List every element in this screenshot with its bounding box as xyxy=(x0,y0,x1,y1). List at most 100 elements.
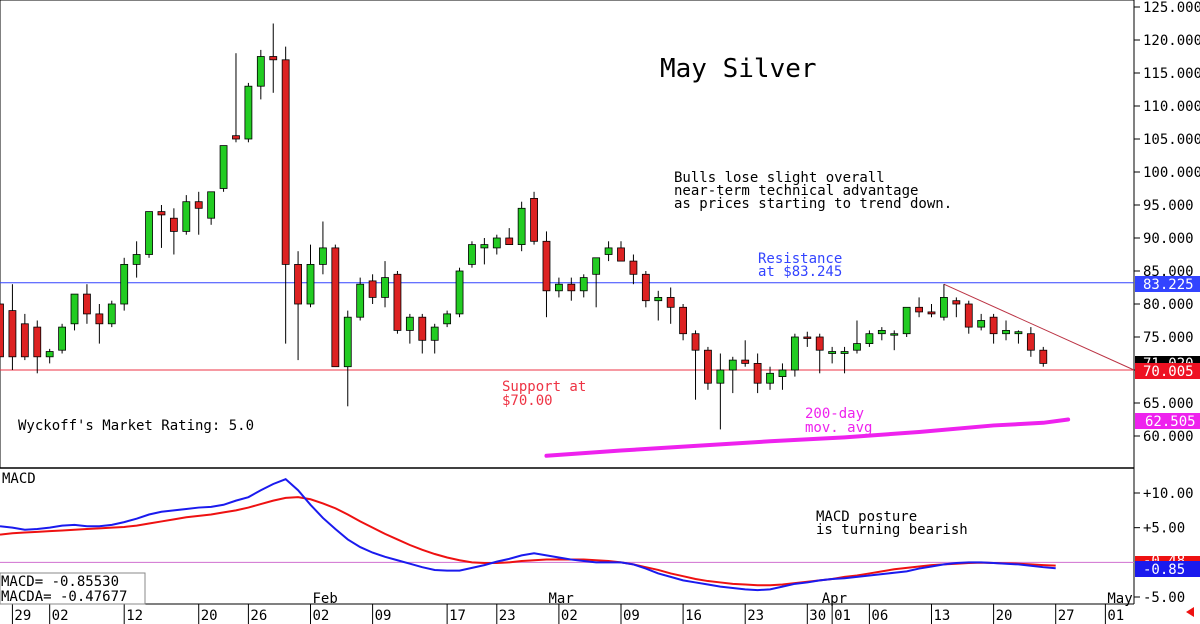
ma200-price-badge: 62.505 xyxy=(1135,413,1200,430)
candle-body xyxy=(728,359,737,371)
price-candle xyxy=(1002,320,1010,341)
market-rating: Wyckoff's Market Rating: 5.0 xyxy=(18,418,254,434)
price-candle xyxy=(989,313,998,344)
candle-body xyxy=(927,311,936,315)
candle-body xyxy=(902,306,911,335)
candle-body xyxy=(480,244,489,249)
support-price-badge-text: 70.005 xyxy=(1143,364,1194,380)
price-candle xyxy=(33,320,42,374)
price-candle xyxy=(480,238,489,265)
price-candle xyxy=(505,228,514,245)
ma200-price-badge-text: 62.505 xyxy=(1145,414,1196,430)
candle-body xyxy=(107,303,116,325)
price-candle xyxy=(8,284,17,370)
downtrend-line xyxy=(943,283,1135,371)
scroll-left-arrow-icon[interactable] xyxy=(1186,607,1194,617)
price-candle xyxy=(45,348,54,364)
macd-posture-line2: is turning bearish xyxy=(816,522,968,538)
price-candle xyxy=(95,304,104,344)
ma-annotation-line1: 200-day xyxy=(805,406,864,422)
month-label: May xyxy=(1107,591,1132,607)
date-axis-label: 20 xyxy=(201,608,218,624)
candle-body xyxy=(704,349,712,384)
candle-body xyxy=(778,369,787,377)
macd-value-badge: -0.85 xyxy=(1135,561,1200,578)
candle-body xyxy=(294,263,302,305)
candle-body xyxy=(269,56,278,61)
candle-body xyxy=(555,283,563,292)
price-axis-label: 120.000 xyxy=(1143,33,1200,49)
price-candle xyxy=(232,53,240,143)
price-candle xyxy=(169,208,178,255)
candle-body xyxy=(157,211,166,216)
price-axis-label: 95.000 xyxy=(1143,198,1194,214)
candle-body xyxy=(691,333,700,351)
candle-body xyxy=(331,247,340,368)
price-candle xyxy=(555,277,563,298)
price-candle xyxy=(666,287,675,324)
price-candle xyxy=(58,323,66,354)
price-candle xyxy=(828,346,837,364)
candle-body xyxy=(952,300,961,305)
candle-body xyxy=(45,351,54,358)
date-axis-label: 26 xyxy=(250,608,267,624)
candle-body xyxy=(219,145,228,189)
price-candle xyxy=(766,366,774,390)
price-candle xyxy=(753,353,762,394)
date-axis-label: 23 xyxy=(747,608,764,624)
price-candle xyxy=(306,244,315,308)
price-candle xyxy=(1039,346,1048,367)
candle-body xyxy=(815,336,824,351)
support-price-badge: 70.005 xyxy=(1135,363,1200,380)
candle-body xyxy=(505,237,514,245)
candle-body xyxy=(989,316,998,335)
candle-body xyxy=(120,263,129,305)
macd-axis-label: +10.00 xyxy=(1143,486,1194,502)
candle-body xyxy=(542,240,551,292)
price-candle xyxy=(915,297,923,318)
candle-body xyxy=(1026,333,1035,351)
price-axis-label: 60.000 xyxy=(1143,429,1194,445)
price-candle xyxy=(1026,327,1035,357)
price-candle xyxy=(952,297,961,318)
price-candle xyxy=(468,241,476,268)
candle-body xyxy=(492,237,501,249)
price-candle xyxy=(617,241,625,262)
price-axis-label: 75.000 xyxy=(1143,330,1194,346)
candle-body xyxy=(256,56,265,87)
price-candle xyxy=(927,304,936,318)
date-axis-label: 09 xyxy=(375,608,392,624)
price-candle xyxy=(679,304,687,341)
candle-body xyxy=(405,316,414,331)
macd-posture-line1: MACD posture xyxy=(816,509,917,525)
macd-signal-line xyxy=(0,496,1056,587)
date-axis-label: 13 xyxy=(934,608,951,624)
macd-axis-label: -5.00 xyxy=(1143,590,1185,606)
price-candle xyxy=(790,333,799,377)
candle-body xyxy=(666,296,675,308)
date-axis-label: 02 xyxy=(561,608,578,624)
date-axis-label: 16 xyxy=(685,608,702,624)
price-candle xyxy=(319,221,327,275)
price-candle xyxy=(641,271,650,308)
candle-body xyxy=(766,372,774,384)
support-annotation-line2: $70.00 xyxy=(502,393,553,409)
price-axis-label: 115.000 xyxy=(1143,66,1200,82)
date-axis-label: 23 xyxy=(499,608,516,624)
price-candle xyxy=(83,284,91,324)
candle-body xyxy=(1039,349,1048,364)
candle-body xyxy=(716,369,725,384)
price-candle xyxy=(902,306,911,337)
month-label: Apr xyxy=(822,591,847,607)
candle-body xyxy=(244,85,253,140)
candle-body xyxy=(443,313,452,325)
price-candle xyxy=(256,49,265,100)
candle-body xyxy=(468,244,476,265)
date-axis-label: 30 xyxy=(809,608,826,624)
candle-body xyxy=(629,260,638,275)
candle-body xyxy=(281,59,290,265)
price-candle xyxy=(157,205,166,248)
macda-readout: MACDA= -0.47677 xyxy=(1,589,127,605)
candle-body xyxy=(33,326,42,358)
price-axis-label: 90.000 xyxy=(1143,231,1194,247)
